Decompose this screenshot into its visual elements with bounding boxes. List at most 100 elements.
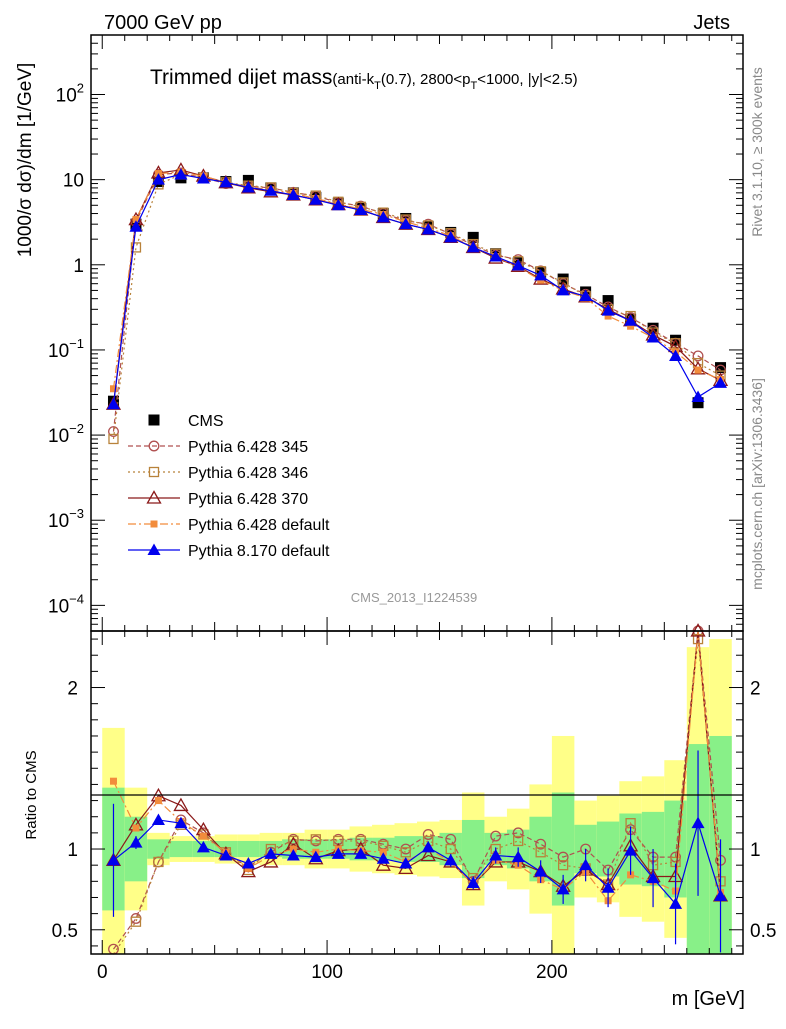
ratio-point-pythia-6-428-default: [109, 777, 117, 785]
y-tick-base: 10: [56, 86, 77, 107]
ratio-band-green: [551, 792, 575, 906]
ratio-point-pythia-6-428-346: [513, 835, 524, 847]
ratio-point-pythia-6-428-345: [490, 830, 502, 842]
ratio-point-pythia-6-428-370: [263, 854, 279, 868]
ratio-point-pythia-6-428-345: [422, 829, 434, 840]
ratio-point-pythia-8-170-default: [489, 848, 503, 861]
ratio-point-pythia-8-170-default: [241, 857, 255, 869]
legend-label-pythia-6-428-default: Pythia 6.428 default: [188, 517, 330, 534]
main-point-pythia-6-428-345: [108, 426, 119, 438]
legend-marker-pythia-6-428-370: [146, 490, 162, 504]
ratio-point-pythia-8-170-default: [714, 889, 728, 901]
ratio-point-pythia-8-170-default: [646, 871, 660, 884]
title-suffix-2: (0.7), 2800<p: [381, 71, 471, 88]
ratio-point-pythia-8-170-default: [601, 881, 615, 893]
ratio-line-pythia-6-428-370: [112, 630, 722, 896]
header-right: Jets: [693, 12, 730, 34]
y-tick-exp: −3: [69, 506, 84, 521]
main-point-pythia-8-170-default: [646, 330, 660, 343]
uncertainty-bands: [102, 639, 732, 954]
main-point-pythia-8-170-default: [624, 314, 638, 326]
ratio-point-pythia-6-428-346: [355, 835, 366, 847]
main-point-pythia-8-170-default: [601, 304, 615, 316]
main-point-cms: [602, 295, 614, 307]
ratio-point-pythia-6-428-370: [375, 857, 391, 871]
ratio-point-pythia-6-428-370: [173, 797, 189, 812]
main-point-pythia-8-170-default: [354, 203, 368, 216]
legend-marker-pythia-6-428-default: [150, 520, 158, 528]
y-tick-label: 1: [73, 256, 84, 277]
ratio-y-tick-label-right: 0.5: [750, 921, 776, 942]
title-sub-1: T: [374, 80, 381, 92]
main-point-pythia-8-170-default: [691, 390, 705, 403]
main-point-pythia-6-428-346: [108, 433, 119, 445]
main-point-cms: [715, 362, 727, 374]
ratio-point-pythia-6-428-345: [557, 851, 569, 863]
main-point-pythia-6-428-default: [627, 322, 635, 330]
ratio-point-pythia-8-170-default: [129, 836, 143, 848]
ratio-y-tick-label-left: 1: [67, 840, 78, 861]
legend-label-pythia-8-170-default: Pythia 8.170 default: [188, 543, 330, 560]
main-point-pythia-8-170-default: [196, 172, 210, 184]
ratio-point-pythia-6-428-346: [130, 916, 142, 927]
ratio-point-pythia-6-428-346: [445, 843, 456, 855]
ratio-point-pythia-8-170-default: [511, 850, 525, 863]
main-point-pythia-8-170-default: [331, 198, 345, 211]
main-point-pythia-8-170-default: [309, 193, 323, 205]
main-point-pythia-8-170-default: [151, 173, 165, 185]
legend-label-pythia-6-428-345: Pythia 6.428 345: [188, 439, 308, 456]
y-tick-exp: −4: [69, 591, 84, 606]
ratio-y-tick-label-left: 0.5: [52, 921, 78, 942]
ratio-point-pythia-6-428-346: [153, 856, 164, 868]
y-tick-base: 10: [48, 511, 69, 532]
main-line-pythia-8-170-default: [112, 173, 721, 405]
x-axis-label: m [GeV]: [672, 988, 745, 1010]
ratio-point-pythia-6-428-346: [400, 847, 411, 858]
ratio-point-pythia-8-170-default: [174, 816, 188, 829]
ratio-point-pythia-6-428-default: [132, 824, 140, 832]
main-point-pythia-8-170-default: [489, 250, 503, 262]
ratio-point-pythia-8-170-default: [331, 847, 345, 859]
ratio-point-pythia-8-170-default: [196, 840, 210, 853]
ratio-y-tick-label-right: 2: [750, 679, 761, 700]
ratio-point-pythia-6-428-346: [557, 860, 569, 871]
main-point-pythia-8-170-default: [129, 220, 143, 232]
ratio-point-pythia-8-170-default: [399, 857, 413, 869]
ratio-y-axis-label: Ratio to CMS: [23, 750, 40, 839]
mcplots-label: mcplots.cern.ch [arXiv:1306.3436]: [749, 378, 765, 590]
ratio-point-pythia-6-428-default: [199, 832, 207, 840]
y-tick-label: 10−3: [48, 506, 84, 532]
main-point-pythia-8-170-default: [286, 188, 300, 201]
main-line-pythia-6-428-370: [112, 169, 721, 405]
y-tick-base: 10: [48, 596, 69, 617]
main-point-pythia-8-170-default: [399, 217, 413, 230]
legend-label-cms: CMS: [188, 413, 224, 430]
ratio-point-pythia-8-170-default: [286, 848, 300, 861]
ratio-point-pythia-8-170-default: [556, 882, 570, 895]
y-tick-base: 10: [48, 426, 69, 447]
y-tick-exp: −2: [69, 421, 84, 436]
ratio-point-pythia-8-170-default: [309, 850, 323, 863]
main-point-pythia-6-428-default: [694, 366, 702, 374]
y-tick-label: 10−1: [48, 336, 84, 362]
title-main: Trimmed dijet mass: [150, 66, 332, 89]
main-point-pythia-6-428-345: [692, 350, 704, 362]
ratio-point-pythia-8-170-default: [354, 847, 368, 859]
main-point-pythia-6-428-default: [109, 385, 117, 393]
legend-marker-cms: [148, 414, 160, 426]
main-point-pythia-8-170-default: [106, 397, 120, 410]
ratio-band-green: [169, 840, 193, 858]
y-tick-base: 10: [48, 341, 69, 362]
title-suffix-1: (anti-k: [332, 71, 374, 88]
ratio-point-pythia-6-428-345: [130, 913, 142, 924]
y-tick-exp: −1: [69, 336, 84, 351]
ratio-y-tick-label-left: 2: [67, 679, 78, 700]
y-tick-label: 10−2: [48, 421, 84, 447]
legend-label-pythia-6-428-370: Pythia 6.428 370: [188, 491, 308, 508]
ratio-band-green: [237, 840, 260, 858]
legend: CMS Pythia 6.428 345 Pythia 6.428 346 Pythi…: [128, 413, 330, 560]
header-left: 7000 GeV pp: [104, 12, 222, 34]
